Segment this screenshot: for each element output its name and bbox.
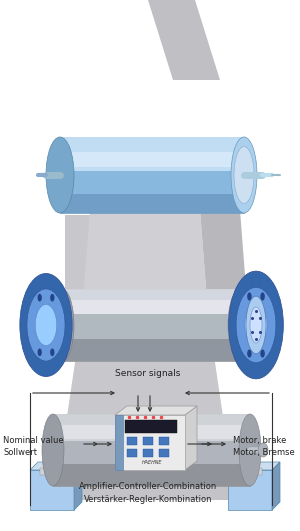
Ellipse shape [246, 296, 266, 354]
Polygon shape [115, 406, 197, 415]
Ellipse shape [50, 348, 54, 356]
Polygon shape [244, 445, 260, 463]
Polygon shape [238, 468, 262, 475]
Polygon shape [62, 300, 240, 314]
Polygon shape [74, 462, 82, 510]
Text: Nominal value
Sollwert: Nominal value Sollwert [3, 436, 64, 457]
Ellipse shape [245, 304, 267, 347]
Ellipse shape [35, 304, 57, 346]
Ellipse shape [42, 414, 64, 486]
Polygon shape [143, 437, 153, 445]
Polygon shape [127, 449, 137, 457]
Polygon shape [185, 406, 197, 470]
Polygon shape [125, 420, 177, 433]
Polygon shape [159, 449, 169, 457]
Polygon shape [62, 289, 240, 361]
Text: Motor, brake
Motor, Bremse: Motor, brake Motor, Bremse [233, 436, 295, 457]
Polygon shape [60, 194, 244, 213]
Polygon shape [53, 414, 250, 486]
Text: Amplifier-Controller-Combination
Verstärker-Regler-Kombination: Amplifier-Controller-Combination Verstär… [79, 482, 217, 503]
Ellipse shape [260, 349, 265, 357]
Polygon shape [159, 437, 169, 445]
Ellipse shape [228, 289, 252, 361]
Polygon shape [60, 137, 244, 171]
Polygon shape [65, 342, 225, 430]
Ellipse shape [247, 293, 252, 301]
Ellipse shape [27, 289, 65, 361]
Polygon shape [80, 210, 210, 340]
Ellipse shape [239, 414, 261, 486]
Polygon shape [148, 0, 220, 80]
Ellipse shape [260, 293, 265, 301]
Polygon shape [228, 462, 280, 470]
Polygon shape [46, 445, 62, 463]
Polygon shape [40, 468, 64, 475]
Ellipse shape [20, 273, 72, 376]
Polygon shape [30, 462, 82, 470]
Polygon shape [200, 210, 250, 340]
Ellipse shape [38, 294, 42, 302]
Polygon shape [53, 465, 250, 486]
Ellipse shape [236, 287, 276, 363]
Ellipse shape [38, 348, 42, 356]
Polygon shape [143, 449, 153, 457]
Ellipse shape [258, 443, 268, 457]
Polygon shape [65, 215, 90, 340]
Ellipse shape [50, 289, 74, 361]
Polygon shape [53, 414, 250, 439]
Ellipse shape [234, 147, 254, 203]
Polygon shape [60, 137, 244, 213]
Polygon shape [272, 462, 280, 510]
Ellipse shape [229, 271, 283, 379]
Polygon shape [60, 152, 244, 167]
Ellipse shape [250, 307, 262, 343]
Ellipse shape [247, 349, 252, 357]
Polygon shape [62, 339, 240, 361]
Text: HAEHNE: HAEHNE [142, 460, 162, 465]
Ellipse shape [231, 137, 257, 213]
Ellipse shape [50, 294, 54, 302]
Polygon shape [62, 289, 240, 314]
Polygon shape [115, 415, 123, 470]
Polygon shape [115, 415, 185, 470]
Polygon shape [30, 470, 74, 510]
Polygon shape [228, 470, 272, 510]
Polygon shape [53, 425, 250, 441]
Text: Sensor signals: Sensor signals [115, 369, 181, 378]
Ellipse shape [46, 137, 74, 213]
Polygon shape [127, 437, 137, 445]
Polygon shape [30, 432, 280, 500]
